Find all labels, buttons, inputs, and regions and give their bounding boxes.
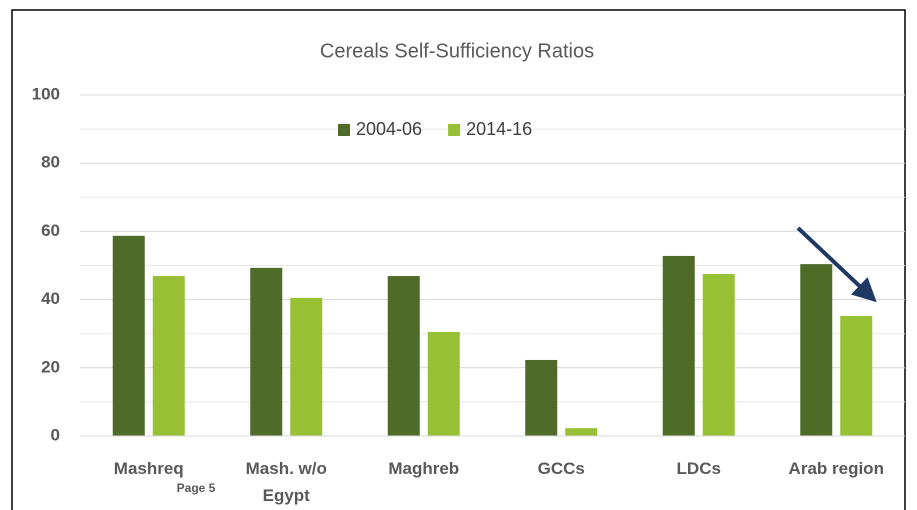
bar — [565, 428, 598, 436]
legend-label: 2004-06 — [356, 119, 422, 139]
legend-swatch — [338, 124, 350, 136]
bar — [427, 331, 460, 436]
annotation: Page 5 — [177, 481, 216, 495]
bar — [525, 359, 558, 436]
arrow — [796, 226, 877, 303]
x-tick-label: Maghreb — [388, 459, 459, 478]
bar — [662, 255, 695, 436]
bar — [290, 297, 323, 436]
y-tick-label: 40 — [41, 289, 60, 308]
y-tick-label: 80 — [41, 153, 60, 172]
y-tick-label: 0 — [51, 425, 60, 444]
y-tick-label: 20 — [41, 357, 60, 376]
x-tick-label: LDCs — [677, 459, 721, 478]
legend-swatch — [448, 124, 461, 136]
bar — [152, 276, 185, 436]
bar — [702, 274, 735, 436]
y-tick-label: 100 — [32, 84, 60, 103]
x-tick-label: Mash. w/o Egypt — [246, 459, 327, 505]
bar — [387, 276, 420, 436]
bar — [800, 264, 833, 436]
bar — [250, 267, 283, 436]
bar — [112, 235, 145, 436]
x-tick-label: Arab region — [789, 459, 884, 478]
x-tick-label: GCCs — [538, 459, 585, 478]
bar — [840, 315, 873, 436]
legend-label: 2014-16 — [466, 119, 532, 139]
x-tick-label: Mashreq — [114, 459, 184, 478]
y-tick-label: 60 — [41, 221, 60, 240]
chart-title: Cereals Self-Sufficiency Ratios — [320, 40, 594, 62]
